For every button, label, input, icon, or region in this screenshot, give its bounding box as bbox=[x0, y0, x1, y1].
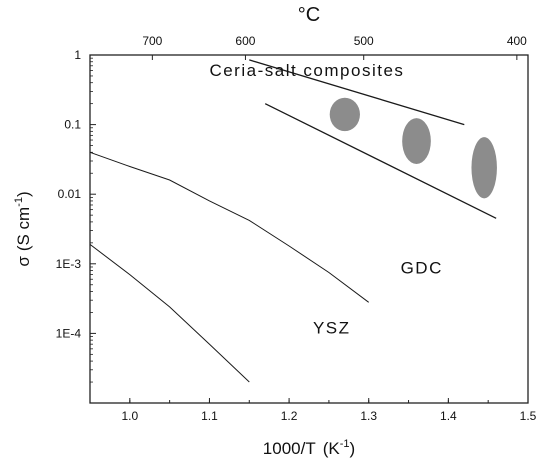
annotation-ceria-salt-composites: Ceria-salt composites bbox=[209, 61, 404, 80]
y-axis-symbol: σ bbox=[14, 256, 33, 267]
top-tick-label: 500 bbox=[354, 34, 374, 48]
y-tick-label: 0.1 bbox=[64, 118, 81, 132]
composite-band-line-1 bbox=[249, 59, 465, 126]
y-axis-unit-exp: -1 bbox=[13, 197, 25, 207]
composite-data-blob-2 bbox=[402, 118, 431, 165]
y-tick-label: 1 bbox=[74, 48, 81, 62]
y-axis-unit: S cm bbox=[14, 207, 33, 246]
x-tick-label: 1.2 bbox=[281, 409, 298, 423]
y-tick-label: 1E-3 bbox=[56, 257, 82, 271]
x-tick-label: 1.3 bbox=[360, 409, 377, 423]
series-line-ysz bbox=[89, 244, 250, 383]
top-tick-label: 700 bbox=[142, 34, 162, 48]
annotation-ysz: YSZ bbox=[313, 318, 351, 337]
plot-frame bbox=[89, 54, 529, 404]
top-axis: 700 600 500 400 bbox=[142, 34, 527, 60]
x-tick-label: 1.5 bbox=[520, 409, 537, 423]
x-tick-label: 1.1 bbox=[201, 409, 218, 423]
annotation-layer: Ceria-salt composites GDC YSZ bbox=[209, 61, 443, 337]
top-axis-title: °C bbox=[298, 4, 320, 26]
y-tick-label: 0.01 bbox=[58, 187, 82, 201]
annotation-gdc: GDC bbox=[401, 259, 443, 278]
x-tick-label: 1.0 bbox=[121, 409, 138, 423]
x-axis-unit-exp: -1 bbox=[340, 438, 350, 450]
series-line-gdc bbox=[89, 151, 369, 303]
blob-layer bbox=[329, 97, 497, 199]
x-axis-unit: K bbox=[328, 439, 340, 458]
y-axis: 1 0.1 0.01 1E-3 1E-4 bbox=[56, 48, 96, 383]
series-layer bbox=[89, 59, 497, 383]
top-tick-label: 400 bbox=[507, 34, 527, 48]
composite-data-blob-3 bbox=[471, 137, 497, 199]
x-axis-title-main: 1000/T bbox=[263, 439, 316, 458]
y-tick-label: 1E-4 bbox=[56, 326, 82, 340]
x-tick-label: 1.4 bbox=[440, 409, 457, 423]
x-axis-title: 1000/T (K-1) bbox=[263, 438, 355, 458]
composite-band-line-2 bbox=[264, 103, 497, 219]
top-tick-label: 600 bbox=[235, 34, 255, 48]
x-axis: 1.0 1.1 1.2 1.3 1.4 1.5 bbox=[89, 398, 537, 423]
y-axis-title: σ(S cm-1) bbox=[13, 191, 33, 266]
composite-data-blob-1 bbox=[329, 97, 360, 132]
